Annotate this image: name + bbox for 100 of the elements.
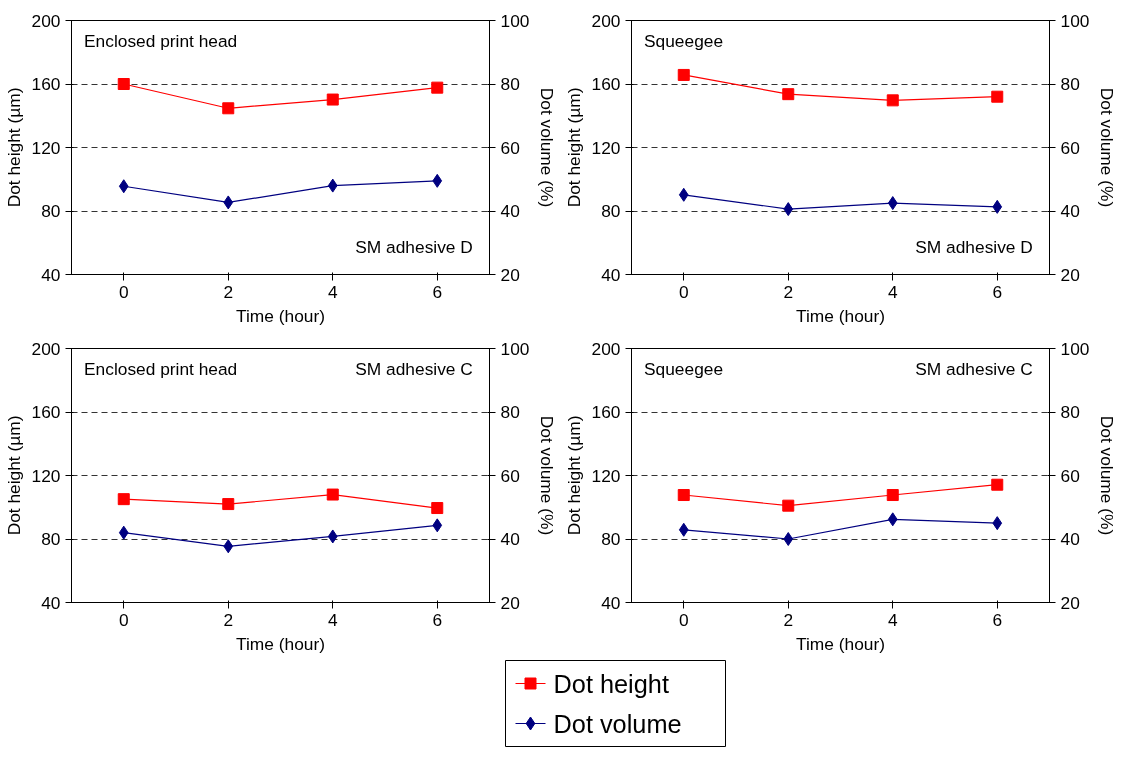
y2-tick-label: 20 [500,264,520,285]
point [222,102,235,115]
point [783,532,794,546]
point [327,529,338,544]
point [991,90,1004,103]
y2-tick-label: 80 [500,402,520,422]
y2-tick-label: 60 [500,137,520,158]
y-tick-label: 120 [591,137,621,158]
annotation: Enclosed print head [84,30,238,51]
point [431,81,444,94]
y2-tick-label: 100 [500,338,530,359]
y-tick-label: 80 [41,529,61,549]
x-tick-label: 4 [887,281,898,302]
annotation: Squeegee [644,30,724,51]
x-tick-label: 2 [223,609,234,630]
point [887,512,898,527]
y2-tick-label: 60 [1060,137,1080,158]
point [992,199,1003,214]
annotation: Squeegee [644,358,724,379]
point [118,179,129,194]
point [223,539,234,554]
point [677,489,690,502]
point [887,196,898,211]
legend-label: Dot volume [553,709,682,738]
y-tick-label: 40 [601,264,621,285]
annotation: SM adhesive D [355,236,473,257]
y2-tick-label: 40 [500,201,520,221]
y-tick-label: 120 [591,465,621,486]
y-tick-label: 160 [591,402,621,422]
y2-axis-title: Dot volume (%) [1097,87,1118,208]
y2-tick-label: 80 [1060,74,1080,94]
y-axis-title: Dot height (µm) [3,415,24,536]
y2-tick-label: 60 [1060,465,1080,486]
y-tick-label: 40 [41,592,61,613]
y-tick-label: 160 [31,74,61,94]
y2-tick-label: 100 [1060,338,1090,359]
point [886,94,899,107]
point [678,187,689,202]
y2-axis-title: Dot volume (%) [1097,415,1118,536]
y-axis-title: Dot height (µm) [3,87,24,208]
x-tick-label: 0 [118,609,129,630]
point [327,178,338,193]
x-axis-title: Time (hour) [236,633,325,654]
x-tick-label: 2 [783,281,794,302]
y2-tick-label: 20 [500,592,520,613]
y2-tick-label: 100 [1060,10,1090,31]
y2-tick-label: 80 [1060,402,1080,422]
x-tick-label: 2 [223,281,234,302]
point [782,88,795,101]
y-tick-label: 200 [591,338,621,359]
point [991,478,1004,491]
point [326,488,339,501]
y-tick-label: 160 [31,402,61,422]
point [886,489,899,502]
y-tick-label: 200 [591,10,621,31]
y-tick-label: 40 [41,264,61,285]
y-tick-label: 40 [601,592,621,613]
y-tick-label: 200 [31,10,61,31]
point [992,516,1003,531]
point [117,78,130,90]
point [678,522,689,537]
point [117,493,130,506]
y2-tick-label: 40 [500,529,520,549]
y-tick-label: 200 [31,338,61,359]
annotation: SM adhesive D [915,236,1033,257]
x-tick-label: 0 [678,609,689,630]
annotation: SM adhesive C [915,358,1033,379]
x-axis-title: Time (hour) [796,633,885,654]
point [432,518,443,533]
y2-tick-label: 80 [500,74,520,94]
x-tick-label: 4 [327,609,338,630]
y2-tick-label: 20 [1060,592,1080,613]
x-tick-label: 6 [432,281,443,302]
y2-tick-label: 20 [1060,264,1080,285]
x-tick-label: 4 [327,281,338,302]
y2-tick-label: 40 [1060,529,1080,549]
point [222,498,235,511]
y2-axis-title: Dot volume (%) [537,415,558,536]
y2-tick-label: 60 [500,465,520,486]
point [782,499,795,512]
y2-axis-title: Dot volume (%) [537,87,558,208]
x-axis-title: Time (hour) [236,305,325,326]
x-tick-label: 4 [887,609,898,630]
x-tick-label: 6 [992,609,1003,630]
y-tick-label: 80 [601,201,621,221]
y-tick-label: 120 [31,137,61,158]
x-axis-title: Time (hour) [796,305,885,326]
x-tick-label: 0 [118,281,129,302]
y-tick-label: 80 [41,201,61,221]
point [223,195,234,210]
y-tick-label: 80 [601,529,621,549]
x-tick-label: 0 [678,281,689,302]
y-axis-title: Dot height (µm) [563,87,584,208]
point [326,93,339,106]
annotation: SM adhesive C [355,358,473,379]
legend-label: Dot height [553,669,669,698]
point [431,502,444,515]
y2-tick-label: 40 [1060,201,1080,221]
point [783,202,794,217]
point [677,68,690,81]
